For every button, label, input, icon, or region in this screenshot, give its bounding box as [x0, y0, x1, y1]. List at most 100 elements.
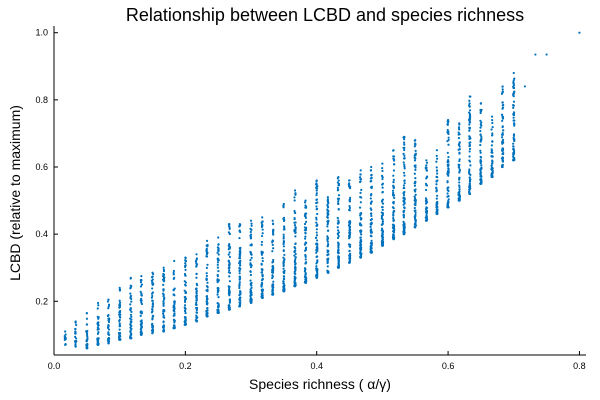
data-point: [336, 226, 339, 229]
data-point: [326, 240, 329, 243]
data-point: [140, 302, 144, 306]
data-point: [271, 250, 274, 253]
data-point: [260, 253, 264, 256]
data-point: [228, 280, 231, 283]
data-point: [150, 292, 154, 295]
data-point: [337, 266, 340, 269]
data-point: [381, 190, 384, 194]
data-point: [216, 293, 219, 296]
data-point: [424, 207, 428, 211]
data-point: [304, 241, 307, 244]
data-point: [468, 168, 471, 171]
data-point: [238, 263, 242, 267]
data-point: [249, 219, 253, 222]
data-point: [468, 188, 471, 191]
data-point: [172, 293, 175, 296]
data-point: [414, 157, 417, 160]
data-point: [457, 143, 461, 146]
data-point: [479, 182, 483, 185]
data-point: [228, 298, 232, 301]
data-point: [228, 226, 231, 229]
data-point: [107, 314, 110, 317]
data-point: [336, 233, 340, 236]
data-point: [348, 228, 351, 232]
data-point: [217, 253, 220, 256]
data-point: [282, 249, 285, 252]
data-point: [271, 219, 274, 222]
data-point: [206, 312, 209, 315]
data-point: [304, 199, 307, 202]
data-point: [238, 283, 241, 287]
data-point: [140, 283, 144, 286]
data-point: [151, 326, 154, 329]
data-point: [359, 214, 362, 217]
data-point: [337, 219, 340, 222]
data-point: [195, 262, 198, 265]
data-point: [501, 138, 505, 141]
data-point: [172, 271, 175, 275]
data-point: [293, 282, 296, 285]
data-point: [512, 142, 515, 145]
data-point: [326, 244, 330, 247]
data-point: [512, 106, 515, 109]
data-point: [326, 203, 329, 206]
data-point: [479, 111, 482, 115]
data-point: [195, 294, 198, 297]
data-point: [250, 299, 253, 302]
data-point: [337, 188, 340, 191]
data-point: [402, 135, 406, 138]
data-point: [512, 138, 515, 141]
data-point: [381, 212, 384, 215]
data-point: [228, 300, 232, 303]
data-point: [403, 199, 406, 202]
data-point: [359, 195, 362, 199]
data-point: [63, 334, 66, 338]
data-point: [446, 151, 449, 154]
data-point: [457, 191, 461, 194]
data-point: [294, 221, 297, 224]
data-point: [152, 314, 155, 318]
data-point: [195, 289, 198, 293]
data-point: [139, 314, 142, 317]
data-point: [151, 303, 154, 306]
data-point: [359, 256, 362, 259]
data-point: [435, 160, 438, 163]
data-point: [381, 167, 384, 170]
data-point: [491, 132, 494, 135]
data-point: [468, 136, 471, 140]
data-point: [425, 159, 428, 162]
data-point: [216, 261, 220, 264]
data-point: [512, 93, 515, 96]
data-point: [118, 313, 121, 316]
data-point: [272, 233, 275, 236]
data-point: [303, 226, 307, 229]
data-point: [315, 193, 318, 197]
data-point: [447, 155, 450, 159]
data-point: [151, 275, 154, 278]
data-point: [490, 148, 493, 151]
data-point: [349, 252, 352, 255]
data-point: [249, 279, 252, 282]
data-point: [512, 122, 516, 125]
data-point: [457, 166, 461, 169]
data-point: [447, 198, 450, 201]
data-point: [349, 220, 352, 223]
data-point: [358, 176, 362, 179]
data-point: [512, 145, 515, 148]
data-point: [172, 309, 175, 312]
data-point: [446, 192, 449, 195]
data-point: [369, 234, 372, 237]
data-point: [304, 220, 308, 223]
data-point: [490, 164, 493, 167]
data-point: [283, 225, 286, 228]
data-point: [348, 249, 351, 252]
data-point: [436, 209, 439, 212]
data-point: [447, 138, 450, 141]
data-point: [216, 275, 219, 278]
data-point: [512, 104, 515, 107]
data-point: [205, 300, 209, 303]
data-point: [249, 273, 252, 277]
y-axis-label: LCBD (relative to maximum): [7, 105, 23, 281]
data-point: [97, 337, 100, 340]
data-point: [118, 288, 121, 291]
